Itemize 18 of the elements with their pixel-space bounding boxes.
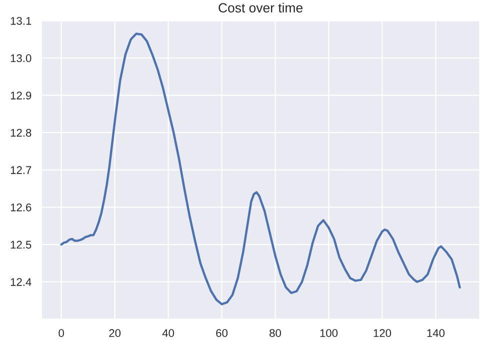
y-tick-label: 13.1 (10, 16, 32, 25)
x-tick-label: 80 (270, 329, 281, 338)
x-tick-label: 140 (427, 329, 445, 338)
x-tick-label: 0 (58, 329, 64, 338)
x-tick-label: 20 (109, 329, 121, 338)
x-tick-label: 100 (320, 329, 338, 338)
x-tick-label: 40 (162, 329, 174, 338)
chart-title: Cost over time (218, 2, 302, 12)
y-tick-label: 12.7 (10, 166, 32, 174)
line-series (60, 32, 461, 306)
y-tick-label: 12.5 (10, 240, 32, 249)
y-tick-label: 12.8 (10, 128, 32, 137)
x-tick-label: 120 (374, 329, 392, 338)
y-tick-label: 12.9 (10, 92, 32, 100)
y-tick-label: 12.6 (10, 203, 32, 212)
x-tick-label: 60 (216, 329, 228, 338)
y-tick-label: 12.4 (10, 278, 32, 286)
y-tick-label: 13.0 (10, 54, 32, 62)
